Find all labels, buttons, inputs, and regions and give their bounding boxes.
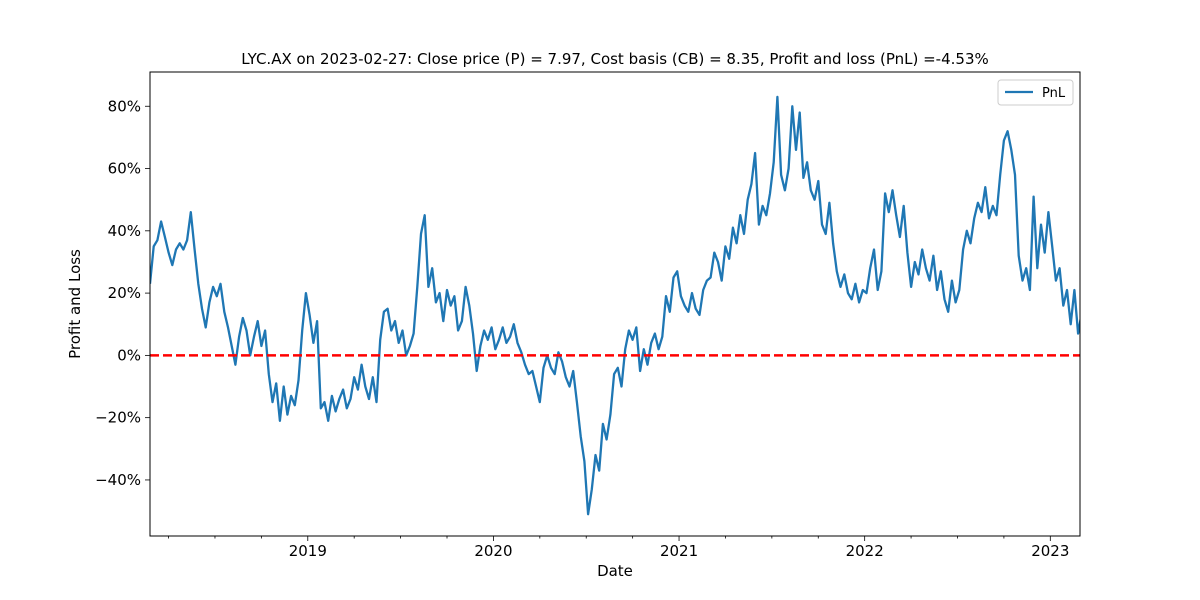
y-axis-label: Profit and Loss bbox=[66, 249, 84, 359]
x-tick-label: 2020 bbox=[474, 542, 512, 560]
legend: PnL bbox=[997, 79, 1074, 106]
pnl-series-line bbox=[150, 95, 1080, 516]
legend-label-pnl: PnL bbox=[1042, 86, 1066, 101]
x-axis-ticks: 2019 2020 2021 2022 2023 bbox=[289, 536, 1069, 560]
x-tick-label: 2023 bbox=[1031, 542, 1069, 560]
plot-frame bbox=[149, 71, 1081, 537]
y-tick-label: 40% bbox=[108, 222, 141, 240]
y-tick-label: 80% bbox=[108, 97, 141, 115]
legend-box bbox=[997, 79, 1074, 106]
y-tick-label: −40% bbox=[95, 471, 141, 489]
y-tick-label: 20% bbox=[108, 284, 141, 302]
chart-title: LYC.AX on 2023-02-27: Close price (P) = … bbox=[241, 50, 989, 68]
y-tick-label: 0% bbox=[117, 346, 141, 364]
y-axis-ticks: −40% −20% 0% 20% 40% 60% 80% bbox=[95, 97, 150, 489]
x-axis-label: Date bbox=[597, 562, 633, 580]
x-tick-label: 2022 bbox=[846, 542, 884, 560]
y-tick-label: 60% bbox=[108, 160, 141, 178]
x-tick-label: 2019 bbox=[289, 542, 327, 560]
x-tick-label: 2021 bbox=[660, 542, 698, 560]
y-tick-label: −20% bbox=[95, 409, 141, 427]
